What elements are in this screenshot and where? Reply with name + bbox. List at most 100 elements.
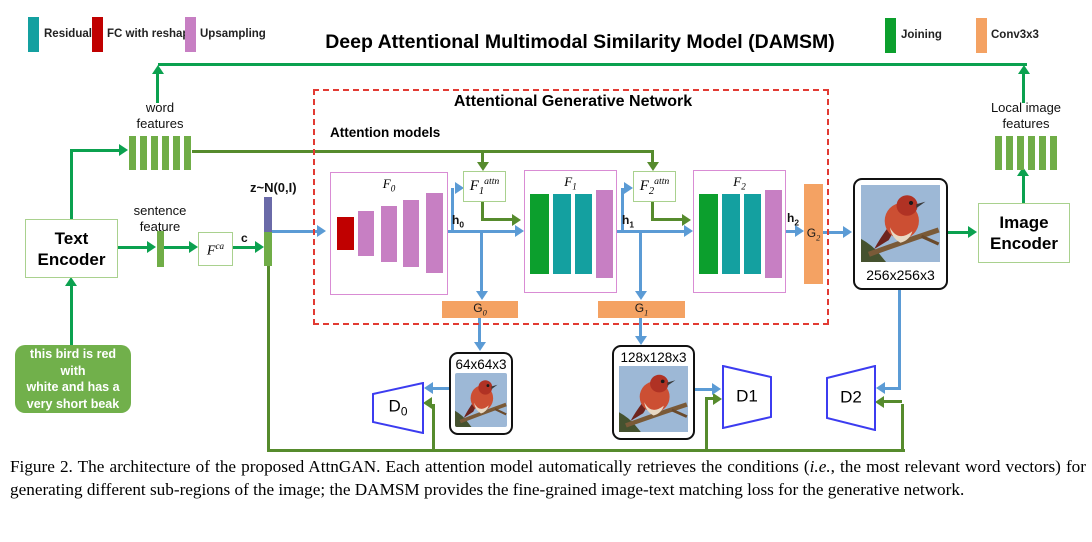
g0-to-img64-arrowhead <box>474 342 486 351</box>
textenc-to-sentence-line <box>118 246 148 249</box>
f1-residual-bar-1 <box>553 194 571 274</box>
h1-trunk-line <box>617 230 686 233</box>
legend-conv3x3-swatch <box>976 18 987 53</box>
attention-models-label: Attention models <box>330 125 441 140</box>
fca-sup: ca <box>215 241 225 252</box>
img256-to-d2-arrowhead <box>876 382 885 394</box>
loop-to-d2-arrowhead <box>875 396 884 408</box>
f1-joining-bar <box>530 194 549 274</box>
g0-conv-box: G0 <box>442 301 518 318</box>
f1-upsample-bar <box>596 190 613 278</box>
img64-label: 64x64x3 <box>455 357 507 372</box>
f2-upsample-bar <box>765 190 782 278</box>
bird-image-256 <box>861 185 940 262</box>
f0-upsample-bar-2 <box>381 206 397 262</box>
legend-fc-label: FC with reshape <box>107 28 196 40</box>
f1attn-to-f1-arrowhead <box>512 214 521 226</box>
figure-caption: Figure 2. The architecture of the propos… <box>10 456 1086 501</box>
img64-to-d0-line <box>433 387 449 390</box>
img256-box: 256x256x3 <box>853 178 948 290</box>
fca-base: F <box>206 243 216 259</box>
attn-to-f2attn-arrowhead <box>647 162 659 171</box>
word-features-label: word features <box>136 100 184 131</box>
sentence-feature-bar <box>157 231 164 267</box>
caption-suffix: , the most relevant word vectors) for ge… <box>10 457 1086 499</box>
sentence-feature-label: sentence feature <box>133 203 187 234</box>
inputtext-to-textenc-arrowhead <box>65 277 77 286</box>
loop-to-d1-hline <box>705 397 715 400</box>
d1-label: D1 <box>736 386 758 406</box>
f2-residual-bar-2 <box>744 194 761 274</box>
fca-to-c-arrowhead <box>255 241 264 253</box>
g2-to-img256-arrowhead <box>843 226 852 238</box>
d2-trapezoid <box>826 364 876 432</box>
fca-to-c-line <box>233 246 257 249</box>
local-image-feature-bars <box>995 136 1058 170</box>
f2-label: F2 <box>733 174 746 192</box>
h0-label: h0 <box>452 213 465 230</box>
legend-conv3x3-label: Conv3x3 <box>991 29 1039 41</box>
bird-image-128 <box>619 366 688 432</box>
zc-to-f0-arrowhead <box>317 225 326 237</box>
image-encoder-box: Image Encoder <box>978 203 1070 263</box>
local-to-damsm-arrowhead <box>1018 65 1030 74</box>
d2-label: D2 <box>840 387 862 407</box>
d1-trapezoid <box>722 364 772 430</box>
f2-residual-bar-1 <box>722 194 740 274</box>
agn-dashed-box <box>313 89 829 325</box>
legend-residual-label: Residual <box>44 28 92 40</box>
d2-discriminator: D2 <box>826 364 876 432</box>
f0-box: F0 <box>330 172 448 295</box>
legend-residual-swatch <box>28 17 39 52</box>
h1-to-f2attn-arrowhead <box>624 182 633 194</box>
loop-to-d2-hline <box>884 400 902 403</box>
imgenc-to-local-arrowhead <box>1017 167 1029 176</box>
f1attn-to-f1-vline <box>481 202 484 221</box>
img128-box: 128x128x3 <box>612 345 695 440</box>
z-label: z~N(0,I) <box>250 180 297 195</box>
d0-discriminator: D0 <box>372 381 424 435</box>
local-to-damsm-line <box>1022 73 1025 103</box>
textenc-to-word-arrowhead <box>119 144 128 156</box>
h0-to-f1-arrowhead <box>515 225 524 237</box>
h1-label: h1 <box>622 213 635 230</box>
word-feature-bars <box>129 136 192 170</box>
f2attn-to-f2-arrowhead <box>682 214 691 226</box>
fca-box: Fca <box>198 232 233 266</box>
loop-to-d1-arrowhead <box>713 393 722 405</box>
f1-residual-bar-2 <box>575 194 592 274</box>
imgenc-to-local-line <box>1022 176 1025 203</box>
img128-to-d1-arrowhead <box>712 383 721 395</box>
h2-line <box>786 230 798 233</box>
inputtext-to-textenc-line <box>70 284 73 345</box>
word-to-damsm-arrowhead <box>152 65 164 74</box>
condition-loop-hline <box>267 449 905 452</box>
h0-down-line <box>480 232 483 292</box>
legend-upsampling-swatch <box>185 17 196 52</box>
local-image-features-label: Local image features <box>990 100 1062 131</box>
img256-to-d2-vline <box>898 290 901 390</box>
textenc-to-word-vline <box>70 150 73 219</box>
h1-to-g1-arrowhead <box>635 291 647 300</box>
loop-to-d1-vline <box>705 400 708 451</box>
img64-box: 64x64x3 <box>449 352 513 435</box>
h2-to-g2-arrowhead <box>795 225 804 237</box>
img256-to-d2-hline <box>885 387 900 390</box>
img256-label: 256x256x3 <box>866 267 935 283</box>
damsm-top-line <box>158 63 1027 66</box>
g1-conv-box: G1 <box>598 301 685 318</box>
img64-to-d0-arrowhead <box>424 382 433 394</box>
bird-image-64 <box>455 373 507 427</box>
attn-to-f1attn-arrowhead <box>477 162 489 171</box>
f2attn-to-f2-vline <box>651 202 654 221</box>
z-noise-bar <box>264 197 272 232</box>
textenc-to-word-hline <box>70 149 120 152</box>
attn-line-to-f2attn <box>651 153 654 163</box>
word-to-damsm-line <box>156 73 159 103</box>
f0-label: F0 <box>382 176 396 194</box>
g2-conv-bar: G2 <box>804 184 823 284</box>
f2attn-to-f2-hline <box>651 218 683 221</box>
f1-label: F1 <box>564 174 577 192</box>
h1-to-f2-arrowhead <box>684 225 693 237</box>
f1attn-box: F1attn <box>463 171 506 202</box>
